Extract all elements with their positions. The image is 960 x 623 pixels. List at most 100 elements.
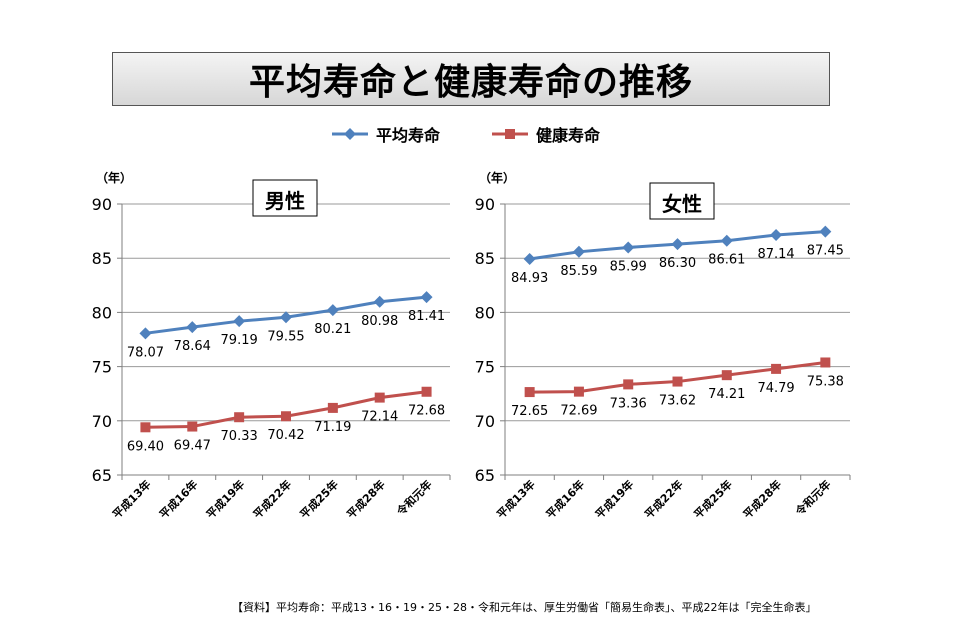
- legend-item-healthy-life: 健康寿命: [490, 122, 600, 146]
- data-label: 73.36: [610, 396, 647, 411]
- x-tick-label: 平成22年: [642, 477, 686, 521]
- data-label: 75.38: [807, 374, 844, 389]
- y-tick-label: 85: [92, 249, 112, 268]
- panel-title-frame: [252, 179, 318, 217]
- data-label: 70.42: [267, 428, 304, 443]
- data-point: [770, 229, 783, 242]
- data-label: 80.98: [361, 314, 398, 329]
- data-point: [187, 421, 198, 432]
- x-tick-label: 平成13年: [109, 477, 153, 521]
- data-point: [234, 412, 245, 423]
- y-tick-label: 80: [475, 303, 495, 322]
- data-label: 73.62: [659, 394, 696, 409]
- data-point: [186, 321, 199, 334]
- legend-marker-square-icon: [492, 129, 528, 139]
- data-label: 79.55: [267, 329, 304, 344]
- data-point: [139, 327, 152, 340]
- panel-title-frame: [649, 182, 715, 220]
- data-point: [671, 238, 684, 251]
- data-label: 87.45: [807, 244, 844, 259]
- page-title: 平均寿命と健康寿命の推移: [248, 62, 693, 103]
- data-label: 85.99: [610, 259, 647, 274]
- data-label: 78.07: [127, 345, 164, 360]
- data-label: 74.79: [757, 381, 794, 396]
- x-tick-label: 平成25年: [691, 477, 735, 521]
- y-tick-label: 70: [92, 412, 112, 431]
- data-point: [573, 386, 584, 397]
- legend-item-average-life: 平均寿命: [330, 122, 440, 146]
- panel-title-text: 男性: [265, 189, 305, 213]
- data-label: 69.47: [174, 439, 211, 454]
- data-label: 78.64: [174, 339, 211, 354]
- data-point: [281, 411, 291, 422]
- x-tick-label: 平成19年: [203, 477, 247, 521]
- data-point: [672, 376, 683, 387]
- data-point: [140, 422, 151, 433]
- data-label: 72.14: [361, 410, 398, 425]
- data-label: 69.40: [127, 439, 164, 454]
- data-point: [523, 252, 536, 265]
- x-tick-label: 平成28年: [344, 477, 388, 521]
- x-tick-label: 平成16年: [156, 477, 200, 521]
- data-label: 70.33: [221, 429, 258, 444]
- x-tick-label: 平成28年: [740, 477, 784, 521]
- y-tick-label: 65: [92, 466, 112, 485]
- data-point: [572, 245, 585, 258]
- x-tick-label: 平成13年: [494, 477, 538, 521]
- x-tick-label: 平成25年: [297, 477, 341, 521]
- y-tick-label: 65: [475, 466, 495, 485]
- data-label: 71.19: [314, 420, 351, 435]
- y-unit-label: （年）: [479, 170, 515, 185]
- data-label: 85.59: [560, 264, 597, 279]
- data-label: 74.21: [708, 387, 745, 402]
- data-label: 72.69: [560, 404, 597, 419]
- data-label: 79.19: [221, 333, 258, 348]
- data-point: [524, 387, 535, 398]
- panel-title: 女性: [649, 182, 715, 220]
- panel-title: 男性: [252, 179, 318, 217]
- source-footnote: 【資料】平均寿命：平成13・16・19・25・28・令和元年は、厚生労働省「簡易…: [232, 601, 817, 614]
- y-tick-label: 75: [475, 358, 495, 377]
- data-point: [820, 357, 831, 368]
- data-point: [326, 304, 339, 317]
- x-tick-label: 平成16年: [543, 477, 587, 521]
- series-healthy-life: 72.65 72.69 73.36 73.62 74.21 74.79 75.38: [511, 357, 844, 419]
- legend-label-healthy-life: 健康寿命: [536, 126, 601, 145]
- data-point: [373, 295, 386, 308]
- y-unit-label: （年）: [96, 170, 132, 185]
- panel-title-text: 女性: [662, 192, 702, 216]
- y-tick-label: 90: [92, 195, 112, 214]
- y-tick-label: 80: [92, 303, 112, 322]
- data-point: [233, 315, 246, 328]
- data-label: 87.14: [757, 247, 794, 262]
- data-point: [374, 392, 385, 403]
- y-tick-label: 70: [475, 412, 495, 431]
- x-tick-label: 令和元年: [393, 477, 435, 519]
- legend: 平均寿命 健康寿命: [0, 122, 960, 146]
- data-point: [720, 234, 733, 247]
- data-point: [623, 379, 634, 390]
- legend-marker-diamond-icon: [332, 128, 368, 140]
- data-point: [280, 311, 292, 324]
- data-label: 72.68: [408, 404, 445, 419]
- data-point: [421, 386, 432, 397]
- data-point: [819, 225, 832, 238]
- y-tick-label: 90: [475, 195, 495, 214]
- data-point: [622, 241, 635, 254]
- legend-label-average-life: 平均寿命: [376, 126, 441, 145]
- x-tick-label: 令和元年: [792, 477, 834, 519]
- y-tick-label: 85: [475, 249, 495, 268]
- series-average-life: 84.93 85.59 85.99 86.30 86.61 87.14 87.45: [511, 225, 844, 286]
- x-tick-label: 平成19年: [592, 477, 636, 521]
- data-label: 80.21: [314, 322, 351, 337]
- data-point: [327, 402, 338, 413]
- data-label: 72.65: [511, 404, 548, 419]
- data-point: [420, 291, 433, 304]
- data-point: [771, 363, 782, 374]
- data-point: [721, 370, 732, 381]
- series-average-life: 78.07 78.64 79.19 79.55 80.21 80.98 81.41: [127, 291, 445, 360]
- data-label: 86.30: [659, 256, 696, 271]
